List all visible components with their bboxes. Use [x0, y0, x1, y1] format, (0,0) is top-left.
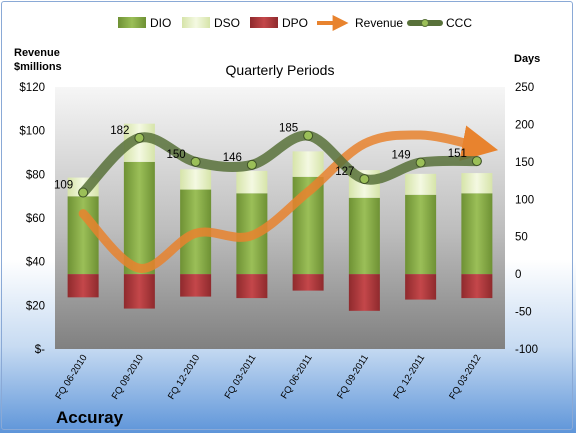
right-tick-label: -100 — [515, 344, 538, 356]
legend-swatch-dio — [118, 17, 146, 28]
left-tick-label: $80 — [26, 169, 45, 181]
left-tick-label: $100 — [19, 126, 45, 138]
right-tick-label: -50 — [515, 307, 532, 319]
bar-dso — [461, 173, 493, 194]
left-tick-label: $40 — [26, 257, 45, 269]
right-tick-label: 100 — [515, 194, 534, 206]
legend-label-dso: DSO — [214, 16, 240, 30]
bar-dpo — [292, 274, 324, 291]
left-tick-label: $20 — [26, 300, 45, 312]
legend-swatch-dpo — [250, 17, 278, 28]
ccc-point — [134, 132, 145, 143]
chart-title: Quarterly Periods — [226, 62, 335, 78]
ccc-point — [359, 174, 370, 185]
ccc-point — [471, 156, 482, 167]
left-axis-title-line1: Revenue — [14, 47, 60, 59]
bar-dso — [236, 170, 268, 194]
right-axis-ticks: -100 -50 0 50 100 150 200 250 — [515, 82, 538, 356]
company-name: Accuray — [56, 408, 124, 427]
ccc-series: 109 182 150 146 185 127 149 151 — [54, 123, 482, 198]
right-tick-label: 150 — [515, 157, 534, 169]
ccc-data-label: 127 — [335, 166, 354, 178]
legend-label-dpo: DPO — [282, 16, 308, 30]
bar-dio — [348, 197, 380, 275]
bar-dpo — [461, 274, 493, 299]
left-tick-label: $120 — [19, 82, 45, 94]
x-tick-label: FQ 12-2010 — [166, 353, 202, 402]
ccc-point — [190, 156, 201, 167]
x-axis-ticks: FQ 06-2010 FQ 09-2010 FQ 12-2010 FQ 03-2011… — [53, 353, 483, 402]
right-axis-title: Days — [514, 53, 540, 65]
bar-dio — [405, 194, 437, 275]
x-tick-label: FQ 09-2010 — [110, 353, 146, 402]
bar-dio — [123, 161, 155, 275]
bar-dso — [180, 169, 212, 190]
bar-dpo — [348, 274, 380, 311]
ccc-point — [78, 187, 89, 198]
bar-dso — [292, 151, 324, 177]
legend-marker-ccc — [421, 19, 429, 27]
ccc-data-label: 182 — [110, 125, 129, 137]
legend-label-revenue: Revenue — [355, 16, 403, 30]
x-tick-label: FQ 09-2011 — [335, 353, 371, 401]
ccc-data-label: 146 — [223, 152, 242, 164]
left-tick-label: $60 — [26, 213, 45, 225]
legend-label-dio: DIO — [150, 16, 171, 30]
ccc-point — [303, 130, 314, 141]
ccc-data-label: 151 — [448, 148, 467, 160]
bar-dpo — [236, 274, 268, 299]
revenue-line — [78, 125, 499, 273]
right-tick-label: 0 — [515, 269, 521, 281]
left-tick-label: $- — [35, 344, 45, 356]
bar-dio — [67, 196, 99, 275]
x-tick-label: FQ 03-2012 — [447, 353, 483, 402]
bar-dpo — [67, 274, 99, 298]
right-tick-label: 250 — [515, 82, 534, 94]
legend-swatch-dso — [182, 17, 210, 28]
ccc-point — [415, 157, 426, 168]
bar-dso — [405, 173, 437, 195]
x-tick-label: FQ 03-2011 — [223, 353, 259, 401]
revenue-series — [78, 125, 499, 273]
legend-label-ccc: CCC — [446, 16, 472, 30]
bar-dpo — [405, 274, 437, 300]
bar-dpo — [123, 274, 155, 309]
bar-series — [67, 123, 493, 311]
bar-dio — [461, 193, 493, 275]
bar-dpo — [180, 274, 212, 297]
left-axis-title-line2: $millions — [14, 61, 62, 73]
ccc-point — [246, 159, 257, 170]
x-tick-label: FQ 06-2011 — [279, 353, 315, 401]
ccc-data-label: 149 — [391, 150, 410, 162]
ccc-data-label: 150 — [166, 149, 185, 161]
right-tick-label: 50 — [515, 232, 528, 244]
right-tick-label: 200 — [515, 119, 534, 131]
ccc-data-label: 109 — [54, 180, 73, 192]
x-tick-label: FQ 12-2011 — [391, 353, 427, 401]
left-axis-ticks: $- $20 $40 $60 $80 $100 $120 — [19, 82, 45, 356]
legend: DIO DSO DPO Revenue CCC — [118, 15, 472, 31]
x-tick-label: FQ 06-2010 — [53, 353, 89, 402]
ccc-data-label: 185 — [279, 123, 298, 135]
